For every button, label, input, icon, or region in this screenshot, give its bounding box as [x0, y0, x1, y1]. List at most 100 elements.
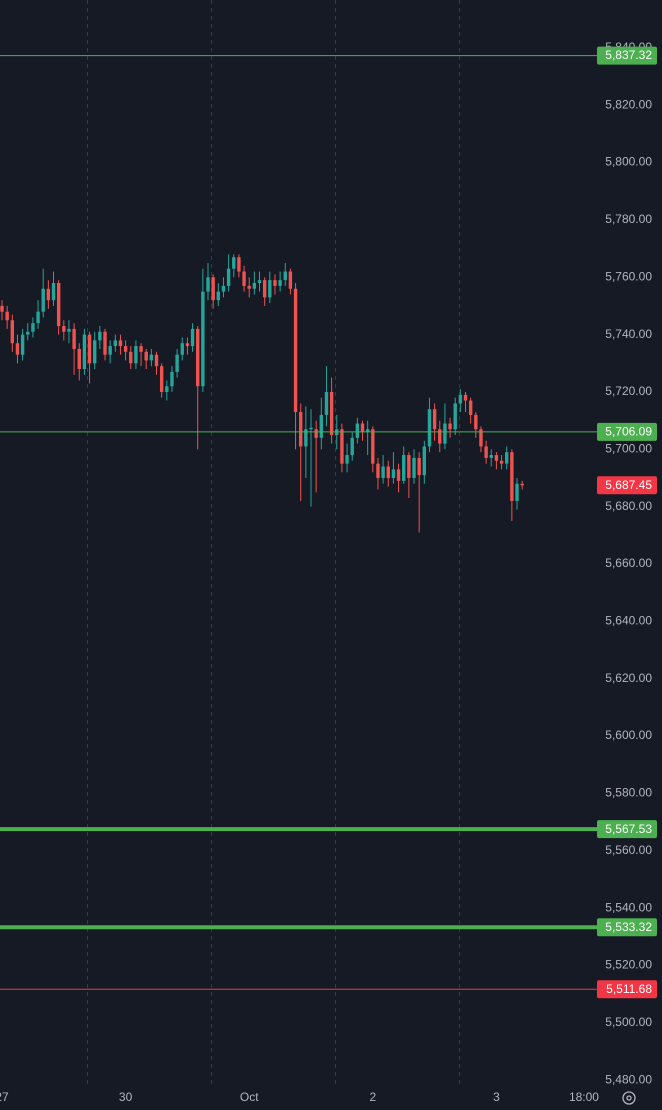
candle-body: [309, 427, 313, 430]
candle-body: [422, 446, 427, 476]
candle-body: [196, 328, 200, 387]
settings-gear[interactable]: [622, 1091, 636, 1105]
y-tick-label: 5,500.00: [605, 1015, 652, 1029]
y-tick-label: 5,760.00: [605, 269, 652, 283]
candle-body: [159, 366, 164, 392]
candle-body: [365, 429, 370, 433]
candle-body: [417, 457, 421, 476]
candle-body: [360, 423, 365, 433]
candle-body: [314, 429, 318, 438]
candle-body: [226, 268, 231, 286]
candle-body: [185, 343, 190, 347]
candle-body: [443, 423, 447, 444]
candle-body: [376, 463, 380, 478]
candle-body: [139, 346, 143, 352]
time-axis: 27 30 Oct 2 3 18:00: [0, 1086, 599, 1104]
candle-body: [273, 280, 277, 286]
y-tick-label: 5,660.00: [605, 556, 652, 570]
candle-body: [123, 346, 128, 352]
candle-body: [262, 280, 267, 298]
y-tick-label: 5,780.00: [605, 212, 652, 226]
candle-body: [458, 394, 463, 404]
candle-body: [371, 429, 375, 464]
settings-icon[interactable]: [622, 1091, 636, 1105]
y-tick-label: 5,680.00: [605, 499, 652, 513]
x-tick-label: 3: [493, 1090, 500, 1104]
y-tick-label: 5,480.00: [605, 1072, 652, 1086]
candle-body: [180, 343, 184, 355]
candle-body: [87, 334, 92, 364]
price-label-box: [597, 46, 657, 65]
candle-body: [5, 311, 9, 321]
candle-body: [170, 371, 174, 387]
candle-body: [108, 346, 112, 355]
candle-body: [283, 271, 287, 281]
candle-body: [494, 455, 499, 461]
candle-body: [520, 483, 524, 486]
price-label-box: [597, 820, 657, 839]
candle-body: [247, 285, 251, 289]
y-tick-label: 5,720.00: [605, 384, 652, 398]
candle-body: [10, 320, 15, 344]
candle-body: [288, 271, 293, 289]
candle-body: [427, 409, 432, 447]
candle-body: [82, 334, 87, 370]
price-label: 5,511.68: [606, 982, 652, 996]
candle-body: [448, 423, 452, 430]
x-tick-label: 18:00: [569, 1090, 599, 1104]
candle-body: [232, 257, 236, 269]
candle-body: [474, 414, 478, 430]
y-tick-label: 5,560.00: [605, 843, 652, 857]
price-label: 5,533.32: [605, 920, 652, 934]
candle-body: [350, 437, 354, 456]
candle-body: [201, 291, 205, 387]
candle-body: [386, 466, 390, 478]
y-tick-label: 5,800.00: [605, 155, 652, 169]
candle-body: [468, 400, 473, 415]
candle-body: [499, 460, 504, 464]
y-tick-label: 5,580.00: [605, 786, 652, 800]
candle-body: [252, 283, 257, 289]
candle-body: [242, 271, 246, 286]
candle-body: [237, 257, 241, 272]
candle-body: [56, 283, 61, 327]
last-price-label: 5,687.45: [605, 478, 652, 492]
candle-body: [489, 455, 493, 458]
candle-body: [134, 346, 138, 364]
candle-body: [319, 414, 324, 438]
candle-body: [484, 446, 488, 458]
candle-body: [324, 391, 329, 415]
settings-center[interactable]: [626, 1095, 632, 1101]
candle-body: [355, 423, 360, 438]
candle-body: [257, 280, 262, 284]
candle-body: [438, 429, 442, 444]
candle-body: [463, 394, 468, 401]
candle-body: [396, 469, 401, 481]
y-tick-label: 5,640.00: [605, 614, 652, 628]
candle-body: [77, 348, 81, 370]
candle-body: [103, 331, 107, 355]
candle-body: [51, 283, 56, 301]
y-tick-label: 5,820.00: [605, 97, 652, 111]
candle-body: [278, 280, 282, 286]
candle-body: [329, 391, 334, 435]
candle-body: [211, 277, 215, 301]
candle-body: [26, 331, 30, 335]
candle-body: [154, 354, 159, 367]
candle-body: [165, 386, 169, 392]
x-tick-label: Oct: [240, 1090, 259, 1104]
candle-body: [345, 455, 349, 464]
candle-body: [412, 457, 416, 478]
candle-body: [62, 326, 66, 332]
plot: [0, 55, 597, 990]
candle-body: [67, 328, 71, 332]
candle-body: [0, 305, 4, 312]
y-tick-label: 5,520.00: [605, 958, 652, 972]
candle-body: [479, 429, 483, 447]
last-price-box: [597, 476, 657, 495]
candle-body: [510, 452, 514, 501]
candle-body: [149, 354, 154, 361]
candle-body: [175, 354, 179, 372]
y-tick-label: 5,620.00: [605, 671, 652, 685]
